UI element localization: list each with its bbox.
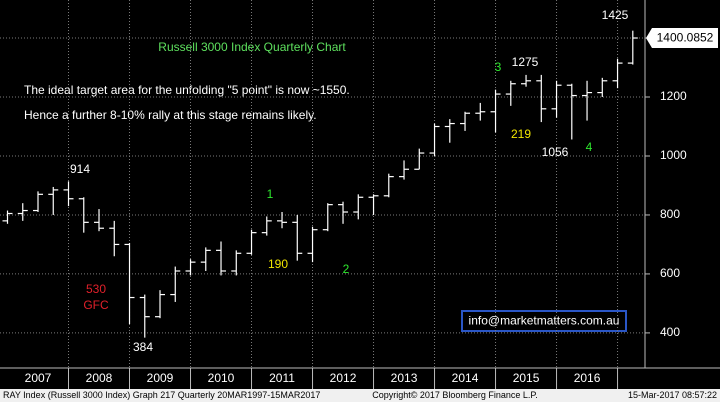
- chart-title: Russell 3000 Index Quarterly Chart: [158, 40, 346, 54]
- footer-left: RAY Index (Russell 3000 Index) Graph 217…: [3, 390, 320, 400]
- footer-center: Copyright© 2017 Bloomberg Finance L.P.: [372, 390, 538, 400]
- note: Hence a further 8-10% rally at this stag…: [24, 108, 317, 122]
- x-tick-label: 2014: [452, 371, 479, 385]
- annotation: 530: [86, 282, 106, 296]
- footer-right: 15-Mar-2017 08:57:22: [628, 390, 717, 400]
- annotation: 3: [495, 60, 502, 74]
- y-tick-label: 800: [660, 207, 680, 221]
- y-tick-label: 1200: [660, 89, 687, 103]
- price-tag-label: 1400.0852: [657, 31, 714, 45]
- x-tick-label: 2015: [513, 371, 540, 385]
- y-tick-label: 1000: [660, 148, 687, 162]
- y-tick-label: 400: [660, 325, 680, 339]
- annotation: 219: [511, 127, 531, 141]
- x-tick-label: 2008: [86, 371, 113, 385]
- annotation: 1056: [542, 145, 569, 159]
- x-tick-label: 2016: [574, 371, 601, 385]
- annotation: 384: [133, 340, 153, 354]
- note: The ideal target area for the unfolding …: [24, 83, 350, 97]
- x-tick-label: 2007: [25, 371, 52, 385]
- y-tick-label: 600: [660, 266, 680, 280]
- x-tick-label: 2012: [330, 371, 357, 385]
- annotation: 1: [267, 187, 274, 201]
- x-tick-label: 2011: [269, 371, 295, 385]
- annotation: 1275: [512, 55, 539, 69]
- annotation: 1425: [602, 8, 629, 22]
- annotation: 914: [70, 162, 90, 176]
- contact: info@marketmatters.com.au: [469, 314, 620, 328]
- x-tick-label: 2009: [147, 371, 174, 385]
- contact-box: [461, 310, 627, 332]
- annotation: GFC: [83, 298, 109, 312]
- annotation: 190: [268, 257, 288, 271]
- price-tag: [646, 28, 718, 49]
- annotation: 2: [343, 262, 350, 276]
- x-tick-label: 2010: [208, 371, 235, 385]
- annotation: 4: [586, 140, 593, 154]
- x-tick-label: 2013: [391, 371, 418, 385]
- footer-bar: [0, 389, 720, 402]
